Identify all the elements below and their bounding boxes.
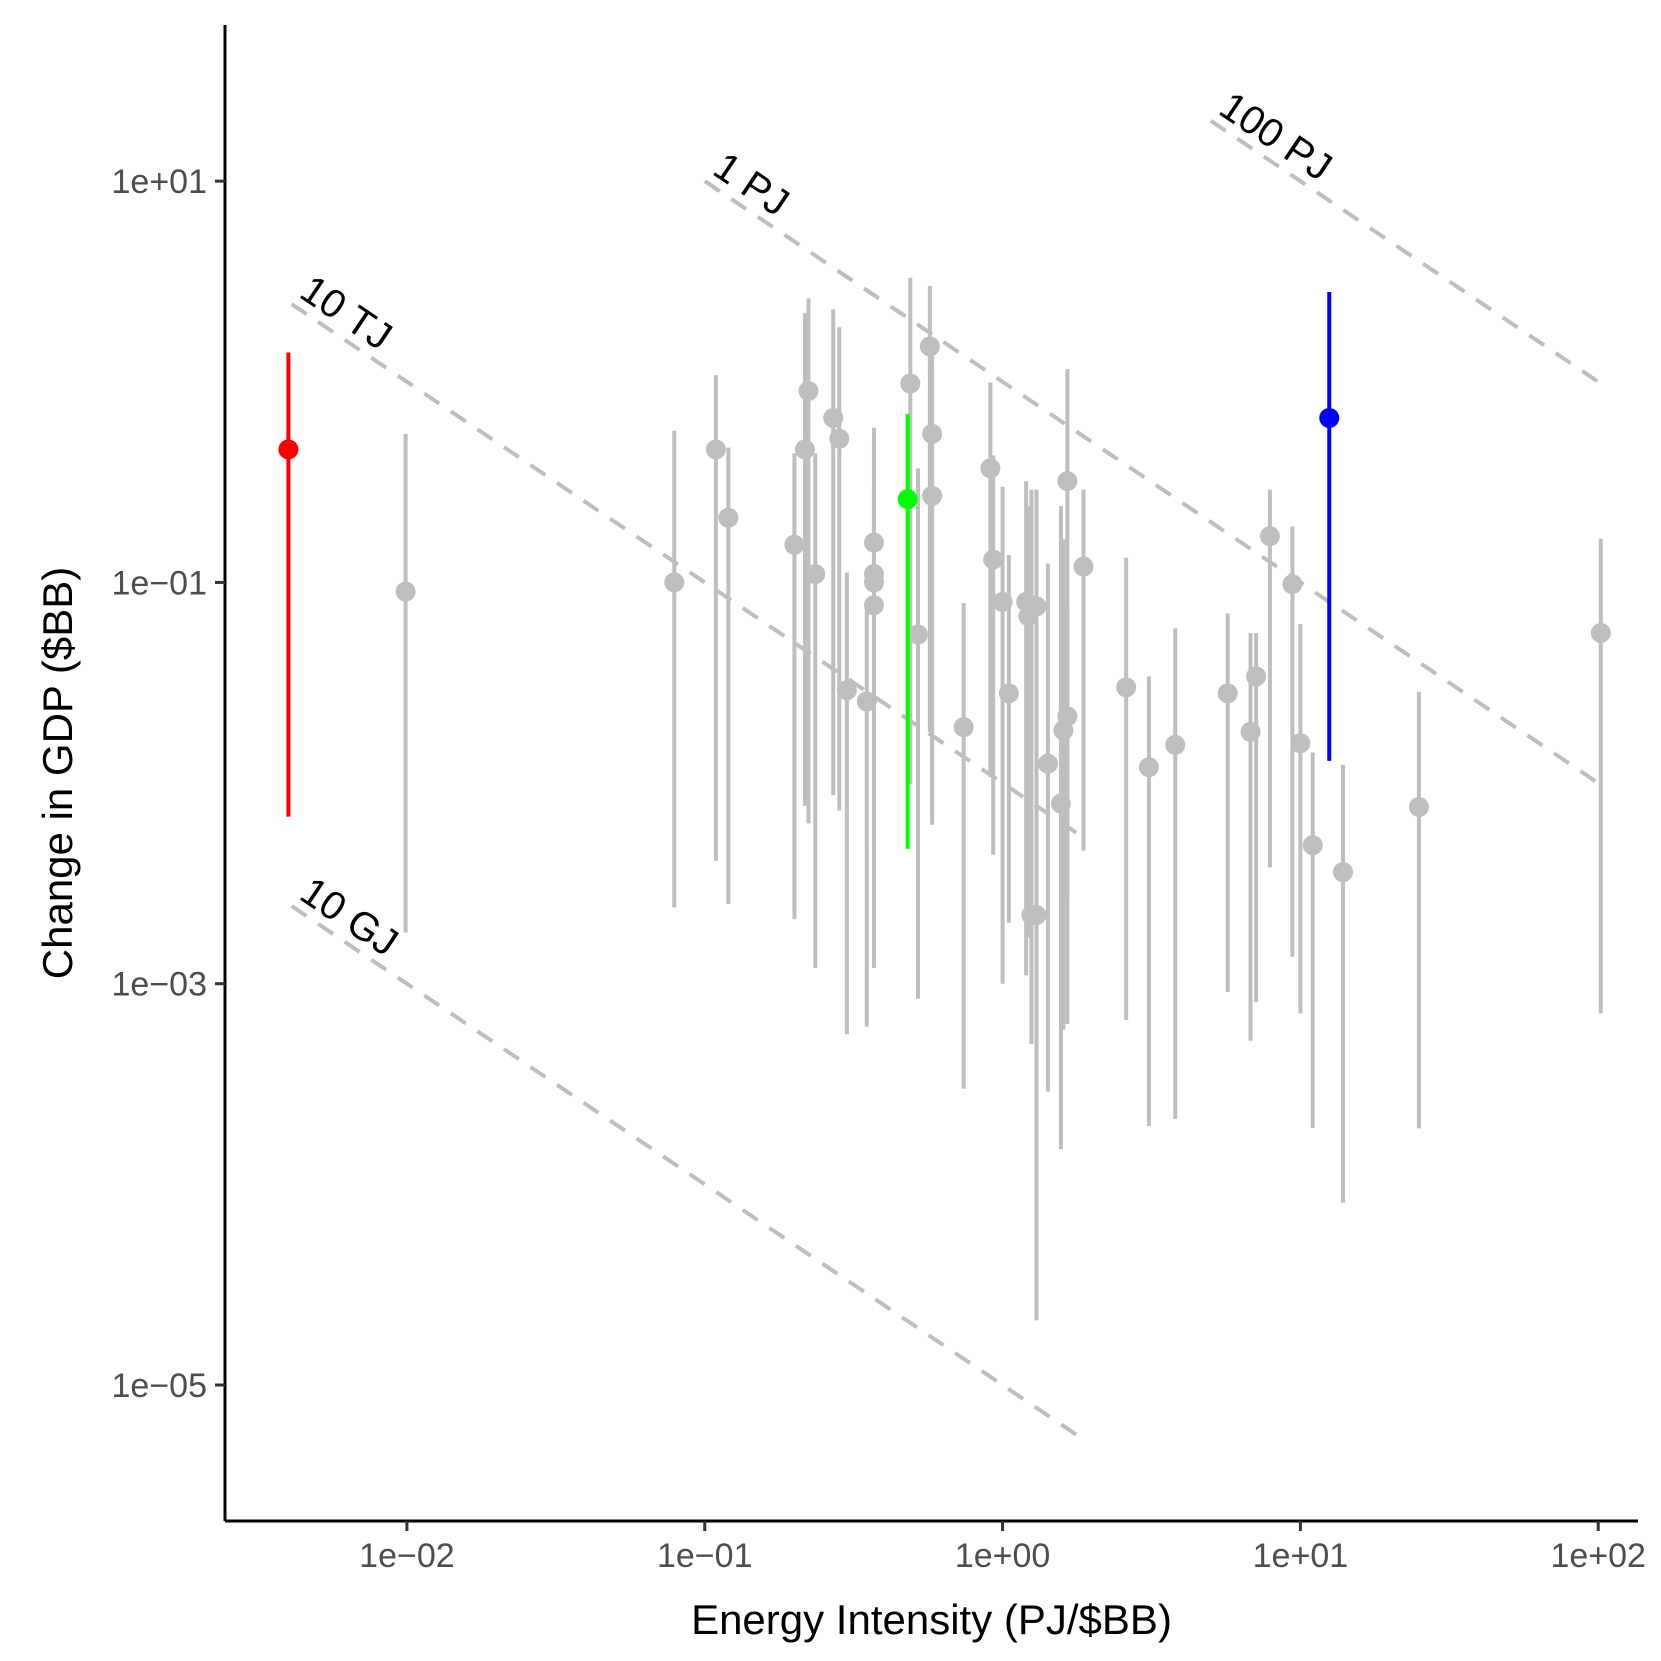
data-point: [664, 572, 685, 593]
reference-line-label: 1 PJ: [706, 144, 797, 225]
data-point: [784, 534, 805, 555]
data-point: [1332, 862, 1353, 883]
x-axis-ticks: 1e−02 1e−01 1e+00 1e+01 1e+02: [359, 1521, 1646, 1575]
x-tick-label: 1e+00: [955, 1537, 1051, 1575]
data-point: [1026, 596, 1047, 617]
data-point: [900, 373, 921, 394]
data-point: [794, 439, 815, 460]
data-point: [1037, 753, 1058, 774]
y-axis-title: Change in GDP ($BB): [34, 567, 81, 979]
axes: 1e−02 1e−01 1e+00 1e+01 1e+02 1e+011e−011e−0…: [112, 25, 1646, 1575]
reference-line: [1209, 119, 1600, 384]
data-point: [718, 507, 739, 528]
data-point: [922, 485, 943, 506]
data-point: [919, 336, 940, 357]
reference-line: [290, 904, 1087, 1443]
data-point: [1217, 683, 1238, 704]
data-point: [1282, 574, 1303, 595]
data-point: [829, 428, 850, 449]
reference-lines: [290, 119, 1600, 1443]
data-point: [897, 489, 918, 510]
y-tick-label: 1e−03: [112, 966, 208, 1004]
data-point: [856, 691, 877, 712]
x-axis-title: Energy Intensity (PJ/$BB): [691, 1596, 1172, 1643]
data-point: [798, 380, 819, 401]
data-point: [1057, 471, 1078, 492]
x-tick-label: 1e+01: [1253, 1537, 1349, 1575]
y-tick-label: 1e+01: [112, 163, 208, 201]
reference-line: [703, 179, 1600, 785]
data-point: [1408, 796, 1429, 817]
x-tick-label: 1e−02: [359, 1537, 455, 1575]
data-point: [1302, 835, 1323, 856]
data-point: [1165, 734, 1186, 755]
data-point: [836, 680, 857, 701]
data-point: [705, 439, 726, 460]
data-point: [907, 624, 928, 645]
data-points: [278, 277, 1611, 1321]
x-tick-label: 1e+02: [1550, 1537, 1646, 1575]
data-point: [998, 683, 1019, 704]
reference-line: [290, 302, 1087, 841]
data-point: [1073, 556, 1094, 577]
reference-line-label: 100 PJ: [1212, 84, 1340, 190]
data-point: [1259, 526, 1280, 547]
data-point: [983, 549, 1004, 570]
data-point: [1290, 733, 1311, 754]
data-point: [805, 564, 826, 585]
y-tick-label: 1e−01: [112, 564, 208, 602]
data-point: [1319, 407, 1340, 428]
x-tick-label: 1e−01: [657, 1537, 753, 1575]
reference-line-label: 10 GJ: [293, 869, 406, 965]
data-point: [1138, 757, 1159, 778]
data-point: [395, 581, 416, 602]
data-point: [863, 595, 884, 616]
data-point: [980, 458, 1001, 479]
data-point: [278, 439, 299, 460]
reference-line-label: 10 TJ: [293, 267, 400, 359]
data-point: [1116, 677, 1137, 698]
data-point: [1590, 622, 1611, 643]
data-point: [953, 717, 974, 738]
y-tick-label: 1e−05: [112, 1367, 208, 1405]
data-point: [1246, 666, 1267, 687]
y-axis-ticks: 1e+01 1e−01 1e−03 1e−05: [112, 163, 225, 1405]
